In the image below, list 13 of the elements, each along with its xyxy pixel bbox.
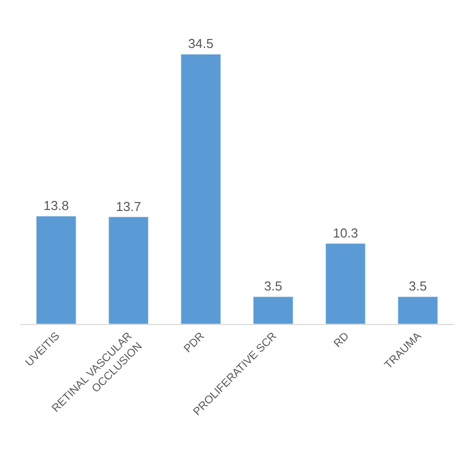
- data-label: 13.7: [116, 198, 142, 214]
- data-label: 13.8: [44, 198, 69, 214]
- bar: [325, 243, 366, 324]
- bar: [36, 216, 76, 324]
- bar: [108, 216, 149, 324]
- x-tick-label: RD: [332, 330, 352, 350]
- bar: [180, 54, 221, 324]
- data-label: 3.5: [264, 278, 282, 294]
- data-label: 3.5: [408, 278, 427, 294]
- bar: [253, 296, 294, 324]
- bar: [398, 296, 438, 324]
- data-label: 34.5: [188, 36, 214, 52]
- data-label: 10.3: [332, 225, 358, 240]
